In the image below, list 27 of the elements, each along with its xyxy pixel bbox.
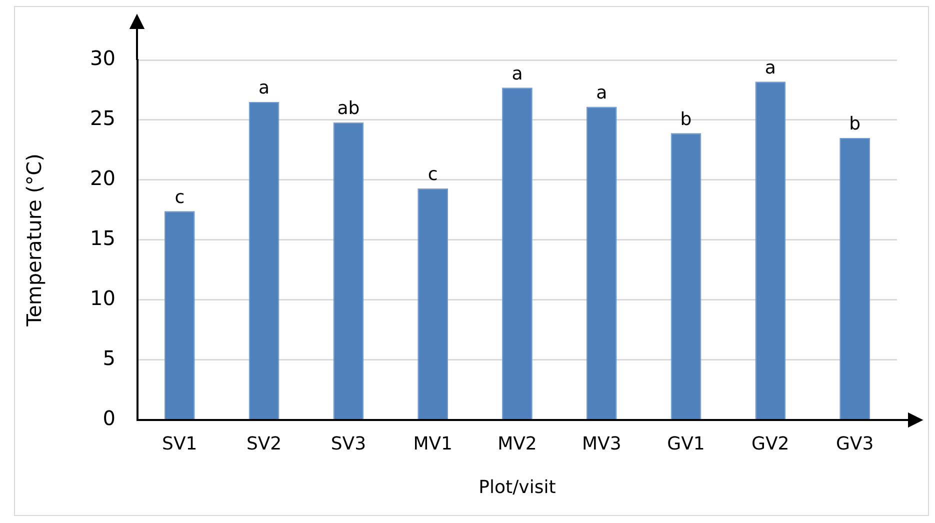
y-tick-label: 5 [102, 346, 116, 370]
annotation: a [764, 57, 776, 78]
y-tick-label: 15 [90, 226, 116, 250]
x-axis-title: Plot/visit [478, 476, 556, 498]
y-tick-label: 10 [90, 286, 116, 310]
x-tick-label: MV2 [498, 433, 537, 454]
annotation: a [596, 82, 608, 104]
x-tick-label: SV3 [330, 433, 366, 454]
annotation: c [428, 164, 438, 185]
annotation: c [174, 186, 185, 208]
annotation: b [680, 108, 692, 130]
x-tick-label: GV2 [752, 433, 790, 454]
annotation: a [258, 78, 270, 99]
y-axis-title: Temperature (°C) [22, 154, 46, 328]
x-tick-label: GV3 [836, 433, 874, 454]
x-tick-label: SV1 [162, 433, 198, 454]
y-tick-label: 30 [90, 46, 116, 70]
x-tick-label: MV3 [582, 433, 622, 454]
x-tick-label: MV1 [413, 433, 452, 454]
x-tick-label: GV1 [667, 433, 705, 454]
annotation: a [512, 63, 523, 84]
annotation: b [849, 114, 861, 135]
y-tick-label: 0 [102, 406, 116, 430]
y-tick-label: 25 [90, 106, 116, 130]
x-tick-label: SV2 [246, 433, 282, 454]
annotation: ab [337, 98, 360, 120]
y-tick-label: 20 [90, 166, 116, 190]
